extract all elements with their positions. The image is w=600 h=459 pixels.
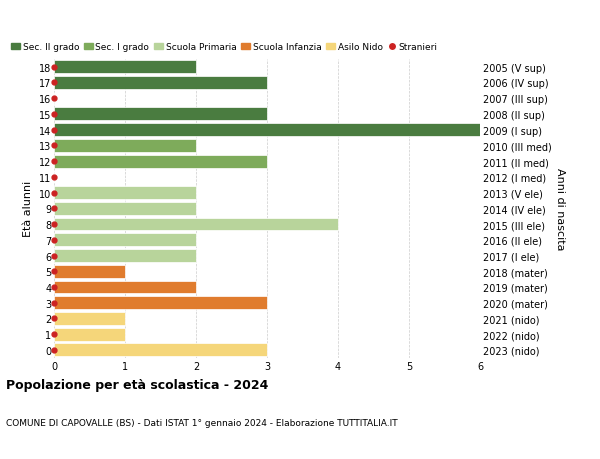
Bar: [54, 140, 196, 152]
Text: COMUNE DI CAPOVALLE (BS) - Dati ISTAT 1° gennaio 2024 - Elaborazione TUTTITALIA.: COMUNE DI CAPOVALLE (BS) - Dati ISTAT 1°…: [6, 418, 398, 427]
Bar: [54, 344, 267, 357]
Bar: [54, 77, 267, 90]
Bar: [54, 265, 125, 278]
Y-axis label: Anni di nascita: Anni di nascita: [556, 168, 565, 250]
Bar: [54, 312, 125, 325]
Bar: [54, 155, 267, 168]
Bar: [54, 202, 196, 215]
Bar: [54, 187, 196, 200]
Bar: [54, 108, 267, 121]
Text: Popolazione per età scolastica - 2024: Popolazione per età scolastica - 2024: [6, 379, 268, 392]
Bar: [54, 297, 267, 309]
Bar: [54, 124, 480, 137]
Bar: [54, 328, 125, 341]
Y-axis label: Età alunni: Età alunni: [23, 181, 33, 237]
Bar: [54, 234, 196, 246]
Bar: [54, 61, 196, 74]
Bar: [54, 250, 196, 263]
Legend: Sec. II grado, Sec. I grado, Scuola Primaria, Scuola Infanzia, Asilo Nido, Stran: Sec. II grado, Sec. I grado, Scuola Prim…: [11, 43, 438, 52]
Bar: [54, 281, 196, 294]
Bar: [54, 218, 338, 231]
